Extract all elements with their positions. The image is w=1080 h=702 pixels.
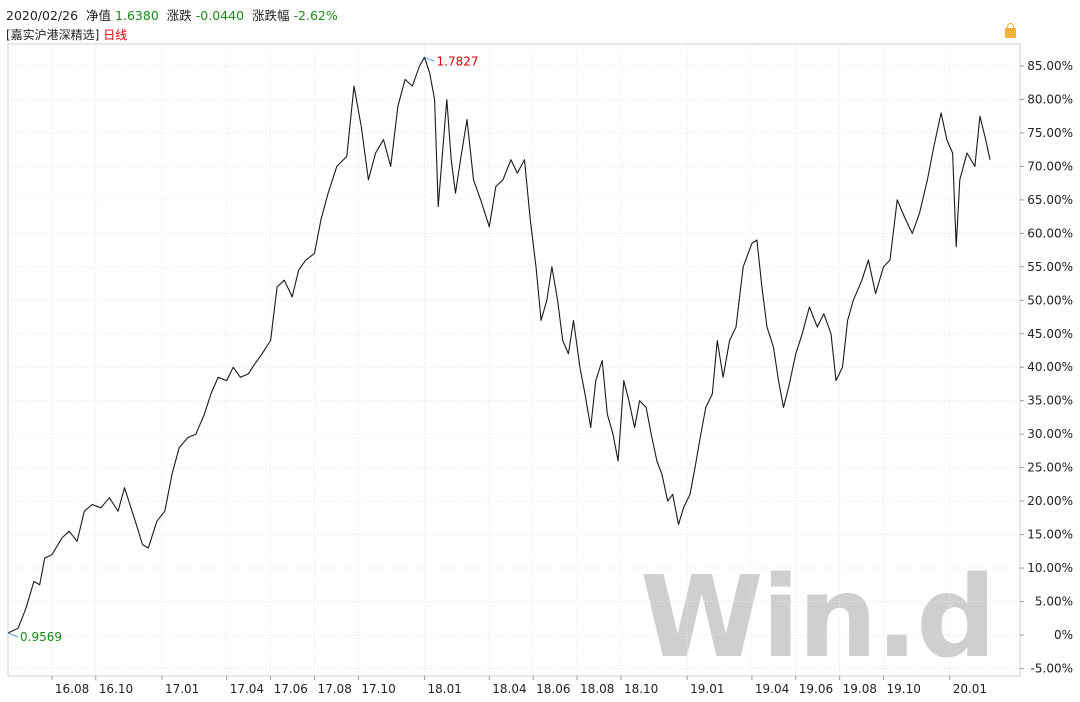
x-tick-label: 17.01 <box>165 682 199 696</box>
x-tick-label: 18.01 <box>428 682 462 696</box>
fund-name: [嘉实沪港深精选] <box>6 28 100 42</box>
x-tick-label: 19.01 <box>690 682 724 696</box>
annotation-label: 1.7827 <box>437 54 479 68</box>
y-tick-label: 35.00% <box>1027 394 1073 408</box>
y-tick-label: 60.00% <box>1027 226 1073 240</box>
chart-frame <box>7 43 1021 677</box>
y-tick-label: 75.00% <box>1027 126 1073 140</box>
y-tick-label: 40.00% <box>1027 360 1073 374</box>
y-tick-label: 15.00% <box>1027 528 1073 542</box>
y-tick-label: 45.00% <box>1027 327 1073 341</box>
header-date: 2020/02/26 <box>6 8 79 23</box>
sub-header: [嘉实沪港深精选] 日线 <box>6 26 127 44</box>
annotations: 1.7827 0.9569 <box>7 54 479 644</box>
annotation-pointer <box>424 56 435 62</box>
y-tick-label: 25.00% <box>1027 461 1073 475</box>
x-tick-label: 18.04 <box>492 682 526 696</box>
nav-value: 1.6380 <box>115 8 159 23</box>
x-tick-label: 20.01 <box>953 682 987 696</box>
y-tick-label: 70.00% <box>1027 159 1073 173</box>
x-tick-label: 16.08 <box>55 682 89 696</box>
x-tick-label: 16.10 <box>99 682 133 696</box>
annotation-pointer <box>7 632 19 638</box>
pct-value: -2.62% <box>293 8 338 23</box>
x-tick-label: 19.04 <box>755 682 789 696</box>
y-tick-label: 0% <box>1054 628 1073 642</box>
change-value: -0.0440 <box>195 8 245 23</box>
nav-label: 净值 <box>86 8 112 23</box>
x-tick-label: 19.08 <box>843 682 877 696</box>
y-tick-label: 55.00% <box>1027 260 1073 274</box>
annotation-label: 0.9569 <box>20 630 62 644</box>
series-layer <box>7 56 991 634</box>
pct-label: 涨跌幅 <box>252 8 290 23</box>
y-tick-label: 10.00% <box>1027 561 1073 575</box>
y-tick-label: 85.00% <box>1027 59 1073 73</box>
x-tick-label: 19.10 <box>887 682 921 696</box>
y-tick-label: 30.00% <box>1027 427 1073 441</box>
plot-border <box>7 43 1021 677</box>
period-label[interactable]: 日线 <box>103 28 128 42</box>
y-tick-label: 65.00% <box>1027 193 1073 207</box>
y-axis: -5.00% 0% 5.00% 10.00% 15.00% 20.00% 25.00% 30.… <box>1020 59 1073 675</box>
y-tick-label: 80.00% <box>1027 92 1073 106</box>
x-tick-label: 17.06 <box>274 682 308 696</box>
x-tick-label: 18.08 <box>580 682 614 696</box>
x-tick-label: 19.06 <box>799 682 833 696</box>
x-tick-label: 17.08 <box>317 682 351 696</box>
watermark: Win.d <box>640 553 996 683</box>
header-bar: 2020/02/26 净值 1.6380 涨跌 -0.0440 涨跌幅 -2.62% <box>6 5 342 25</box>
x-tick-label: 17.10 <box>361 682 395 696</box>
y-tick-label: -5.00% <box>1031 661 1073 675</box>
x-axis: 16.08 16.10 17.01 17.04 17.06 17.08 17.10 18.01… <box>51 676 987 696</box>
lock-icon[interactable] <box>1005 23 1016 38</box>
y-tick-label: 5.00% <box>1035 595 1073 609</box>
x-tick-label: 18.10 <box>624 682 658 696</box>
y-tick-label: 20.00% <box>1027 494 1073 508</box>
grid-layer <box>8 44 1020 676</box>
x-tick-label: 17.04 <box>230 682 264 696</box>
change-label: 涨跌 <box>166 8 192 23</box>
y-tick-label: 50.00% <box>1027 293 1073 307</box>
series-line <box>7 56 991 634</box>
x-tick-label: 18.06 <box>536 682 570 696</box>
